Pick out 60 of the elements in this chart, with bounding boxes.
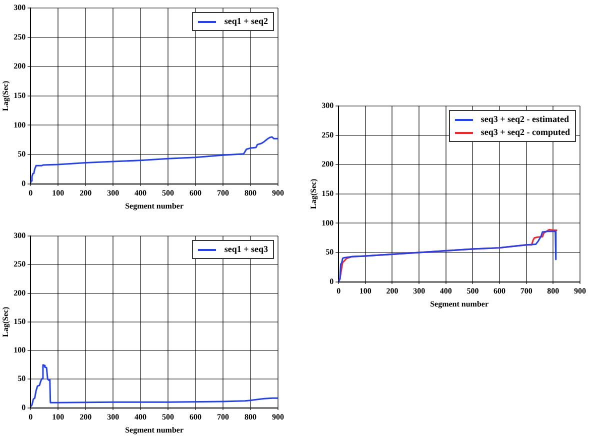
y-tick-label: 50 bbox=[18, 150, 26, 159]
x-tick-label: 200 bbox=[386, 286, 398, 296]
x-tick-label: 300 bbox=[107, 412, 120, 422]
y-tick-label: 100 bbox=[14, 120, 26, 130]
legend-label: seq1 + seq2 bbox=[224, 15, 268, 28]
x-tick-label: 100 bbox=[52, 188, 64, 198]
y-tick-label: 100 bbox=[322, 218, 334, 228]
x-tick-label: 500 bbox=[466, 286, 479, 296]
x-tick-label: 600 bbox=[190, 412, 202, 422]
y-tick-label: 50 bbox=[326, 248, 334, 257]
x-axis-title: Segment number bbox=[430, 299, 489, 308]
x-tick-label: 100 bbox=[359, 286, 372, 296]
legend-label: seq1 + seq3 bbox=[224, 243, 268, 256]
x-tick-label: 700 bbox=[217, 188, 230, 198]
x-tick-label: 0 bbox=[28, 412, 33, 422]
y-tick-label: 100 bbox=[14, 346, 26, 355]
x-tick-label: 800 bbox=[244, 188, 257, 198]
x-tick-label: 100 bbox=[52, 412, 64, 422]
y-axis-title: Lag(Sec) bbox=[0, 80, 10, 112]
x-axis-title: Segment number bbox=[125, 201, 184, 210]
y-tick-label: 200 bbox=[322, 160, 334, 169]
x-tick-label: 800 bbox=[244, 412, 257, 422]
x-tick-label: 400 bbox=[440, 286, 452, 296]
legend-label: seq3 + seq2 - computed bbox=[480, 126, 570, 139]
x-tick-label: 900 bbox=[574, 286, 586, 296]
x-tick-label: 300 bbox=[413, 286, 426, 296]
y-tick-label: 250 bbox=[322, 130, 334, 140]
x-tick-label: 200 bbox=[80, 188, 92, 198]
y-tick-label: 300 bbox=[14, 231, 26, 240]
y-tick-label: 250 bbox=[14, 32, 26, 42]
x-tick-label: 200 bbox=[80, 412, 92, 422]
x-tick-label: 800 bbox=[547, 286, 560, 296]
x-tick-label: 600 bbox=[190, 188, 202, 198]
y-axis-title: Lag(Sec) bbox=[308, 178, 318, 210]
y-tick-label: 150 bbox=[14, 90, 26, 100]
y-tick-label: 0 bbox=[330, 276, 334, 286]
y-tick-label: 0 bbox=[22, 178, 26, 188]
x-tick-label: 300 bbox=[107, 188, 120, 198]
x-tick-label: 400 bbox=[134, 412, 147, 422]
y-tick-label: 250 bbox=[14, 260, 26, 269]
y-tick-label: 300 bbox=[322, 101, 334, 110]
x-tick-label: 900 bbox=[272, 412, 284, 422]
x-axis-title: Segment number bbox=[125, 425, 184, 434]
y-tick-label: 150 bbox=[322, 188, 334, 198]
x-tick-label: 500 bbox=[162, 412, 174, 422]
x-tick-label: 500 bbox=[162, 188, 174, 198]
x-tick-label: 700 bbox=[217, 412, 230, 422]
y-tick-label: 300 bbox=[14, 3, 26, 12]
x-tick-label: 400 bbox=[134, 188, 147, 198]
x-tick-label: 700 bbox=[520, 286, 532, 296]
y-tick-label: 0 bbox=[22, 402, 26, 412]
y-axis-title: Lag(Sec) bbox=[0, 306, 10, 338]
y-tick-label: 150 bbox=[14, 316, 26, 326]
legend-label: seq3 + seq2 - estimated bbox=[480, 113, 569, 126]
x-tick-label: 0 bbox=[28, 188, 33, 198]
x-tick-label: 900 bbox=[272, 188, 284, 198]
x-tick-label: 600 bbox=[494, 286, 506, 296]
y-tick-label: 200 bbox=[14, 62, 26, 71]
y-tick-label: 50 bbox=[18, 374, 26, 384]
x-tick-label: 0 bbox=[336, 286, 341, 296]
